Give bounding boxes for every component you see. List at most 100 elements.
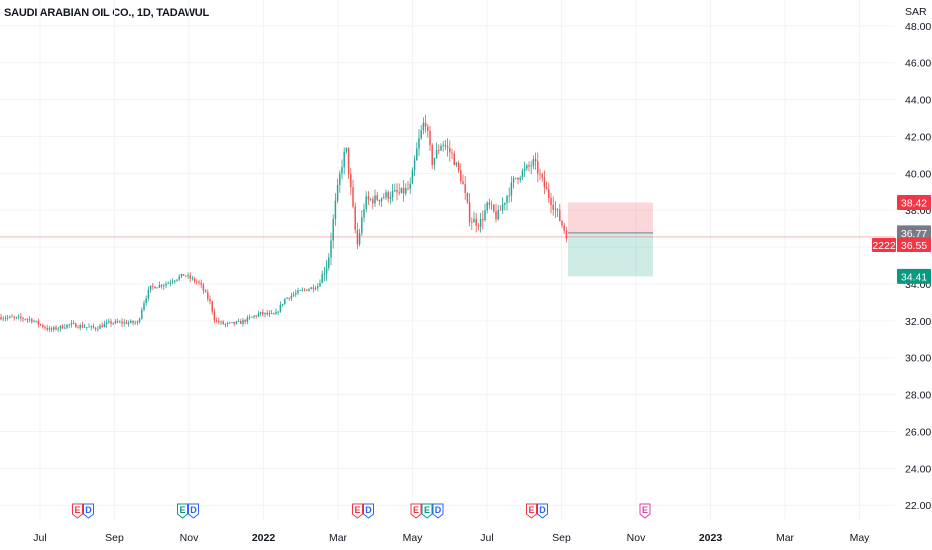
event-badge[interactable]: E [352, 503, 363, 519]
x-tick-label: Mar [776, 532, 795, 544]
candle-body [321, 274, 323, 284]
candle-body [149, 285, 152, 290]
event-badge-label: E [354, 505, 360, 515]
candle-body [193, 278, 196, 282]
candle-body [9, 316, 11, 318]
event-badge-label: E [528, 505, 534, 515]
candle-body [405, 188, 407, 194]
event-badge[interactable]: D [432, 503, 444, 519]
candle-body [440, 145, 442, 151]
candle-body [411, 170, 414, 184]
candle-body [37, 320, 40, 325]
event-badge[interactable]: E [410, 503, 422, 519]
dividend-icon [83, 503, 94, 519]
event-badge[interactable]: E [526, 503, 537, 519]
candle-body [336, 184, 339, 201]
candle-body [385, 192, 387, 198]
candle-body [446, 146, 449, 148]
candle-body [422, 122, 425, 131]
event-badge-label: D [539, 505, 546, 515]
event-badge[interactable]: D [83, 503, 94, 519]
candle-body [532, 159, 535, 166]
candle-body [541, 174, 543, 178]
candle-body [86, 327, 88, 328]
price-tags: 38.42 36.77 34.41 36.55 2222 [872, 194, 931, 284]
candle-body [138, 318, 141, 322]
candle-body [343, 151, 345, 168]
candle-body [182, 274, 185, 276]
candle-body [143, 302, 145, 310]
candle-body [255, 315, 257, 317]
candle-body [394, 189, 396, 192]
candle-body [554, 208, 557, 210]
event-badge[interactable]: D [188, 503, 199, 519]
candle-body [515, 177, 517, 179]
y-tick-label: 22.00 [905, 500, 931, 512]
candle-body [75, 323, 77, 328]
candle-body [462, 181, 464, 185]
chart-grid [0, 0, 895, 520]
event-badge[interactable]: E [72, 503, 83, 519]
time-axis: Jul Sep Nov 2022 Mar May Jul Sep Nov 2023 Mar May [33, 532, 870, 544]
x-tick-label: 2023 [699, 532, 723, 544]
candle-body [495, 211, 497, 220]
candle-body [328, 257, 330, 268]
candle-body [259, 311, 262, 314]
event-badge[interactable]: E [421, 503, 433, 519]
y-tick-label: 26.00 [905, 426, 931, 438]
event-badge[interactable]: E [639, 503, 651, 519]
candle-body [39, 324, 42, 326]
candle-body [253, 315, 255, 317]
candle-body [497, 209, 499, 220]
candle-body [284, 298, 286, 304]
candle-body [28, 318, 31, 320]
candle-body [451, 152, 453, 154]
candle-body [510, 182, 513, 196]
candle-body [550, 197, 552, 205]
candle-body [94, 327, 97, 330]
event-badge[interactable]: E [177, 503, 188, 519]
candle-body [367, 196, 370, 200]
candle-body [383, 197, 385, 199]
candle-body [279, 304, 282, 312]
event-badge[interactable]: D [363, 503, 374, 519]
candle-body [55, 327, 57, 330]
x-tick-label: Mar [329, 532, 348, 544]
candle-body [50, 328, 53, 330]
candle-body [48, 328, 51, 330]
x-tick-label: Jul [480, 532, 493, 544]
current-price-tag: 36.55 [901, 240, 927, 252]
candle-body [273, 313, 275, 315]
candle-body [220, 321, 222, 323]
candle-body [376, 195, 378, 200]
candle-body [83, 327, 86, 329]
candle-body [251, 316, 253, 318]
candle-body [330, 240, 332, 258]
candle-body [33, 321, 35, 322]
event-badge-label: D [85, 505, 92, 515]
candle-body [466, 192, 469, 203]
candle-body [380, 198, 383, 202]
candle-body [420, 130, 422, 139]
event-badge[interactable]: D [537, 503, 548, 519]
candle-body [169, 282, 172, 284]
candle-body [303, 289, 306, 291]
candle-body [196, 281, 198, 283]
candle-body [387, 192, 389, 199]
candle-body [299, 290, 301, 291]
event-badge-label: D [190, 505, 197, 515]
earnings-icon [639, 503, 651, 519]
candle-body [178, 276, 180, 280]
candle-body [363, 209, 365, 218]
y-tick-label: 48.00 [905, 21, 931, 33]
candle-body [345, 147, 348, 152]
dividend-icon [537, 503, 548, 519]
candle-body [306, 289, 308, 291]
candle-body [528, 165, 530, 167]
candle-body [248, 317, 251, 318]
candle-body [530, 165, 532, 167]
event-badge-label: D [365, 505, 372, 515]
y-tick-label: 46.00 [905, 58, 931, 70]
